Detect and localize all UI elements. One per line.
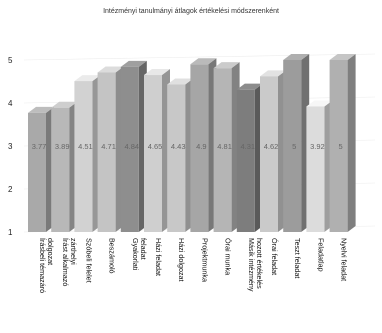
x-category-label: Projektmunka: [200, 238, 209, 282]
value-label: 4.43: [171, 142, 186, 151]
bars: [28, 54, 356, 232]
x-category-label: Nyelvi feladat: [340, 238, 349, 281]
value-label: 4.65: [148, 142, 163, 151]
bar: [306, 100, 333, 232]
value-labels: 3.77 3.89 4.51 4.71 4.84 4.65 4.43 4.9 4.81 4.31 4…: [32, 142, 343, 151]
y-tick-label: 2: [8, 185, 13, 194]
y-tick-label: 3: [8, 142, 13, 151]
x-category-label: Beszámoló: [108, 238, 117, 274]
bar: [167, 78, 194, 232]
chart-title: Intézményi tanulmányi átlagok értékelési…: [103, 8, 279, 15]
bar: [74, 75, 101, 232]
value-label: 5: [339, 142, 343, 151]
x-category-label: Feladatlap: [316, 238, 325, 272]
x-category-label: Órai feladat: [270, 238, 279, 275]
value-label: 4.62: [264, 142, 279, 151]
bar: [51, 101, 78, 232]
value-label: 4.31: [240, 142, 255, 151]
x-category-label: Másik intézményhozott értékelés: [247, 238, 264, 292]
x-category-label: Írásbeli témazáródolgozat: [38, 238, 55, 293]
y-tick-label: 4: [8, 99, 13, 108]
value-label: 3.92: [310, 142, 325, 151]
y-axis-ticks: 1 2 3 4 5: [8, 56, 13, 237]
value-label: 4.9: [196, 142, 206, 151]
x-category-label: Írást alkalmazózárthelyi: [61, 238, 78, 286]
x-category-label: Házi feladat: [154, 238, 163, 276]
x-category-label: Teszt feladat: [293, 238, 302, 278]
grid-line: [23, 53, 376, 61]
y-tick-label: 1: [8, 228, 13, 237]
value-label: 4.84: [124, 142, 139, 151]
value-label: 4.81: [217, 142, 232, 151]
value-label: 3.77: [32, 142, 47, 151]
value-label: 4.71: [101, 142, 116, 151]
x-axis-labels: Írásbeli témazáródolgozat Írást alkalmazó…: [38, 238, 349, 293]
x-category-label: Szóbeli felelet: [84, 238, 93, 283]
value-label: 4.51: [78, 142, 93, 151]
bar: [329, 54, 356, 232]
value-label: 3.89: [55, 142, 70, 151]
bar: [236, 83, 263, 232]
bar: [260, 70, 286, 232]
x-category-label: Gyakorlatifeladat: [131, 238, 148, 271]
value-label: 5: [292, 142, 296, 151]
x-category-label: Házi dolgozat: [177, 238, 186, 282]
bar: [28, 106, 54, 232]
y-tick-label: 5: [8, 56, 13, 65]
x-category-label: Órai munka: [224, 238, 233, 275]
